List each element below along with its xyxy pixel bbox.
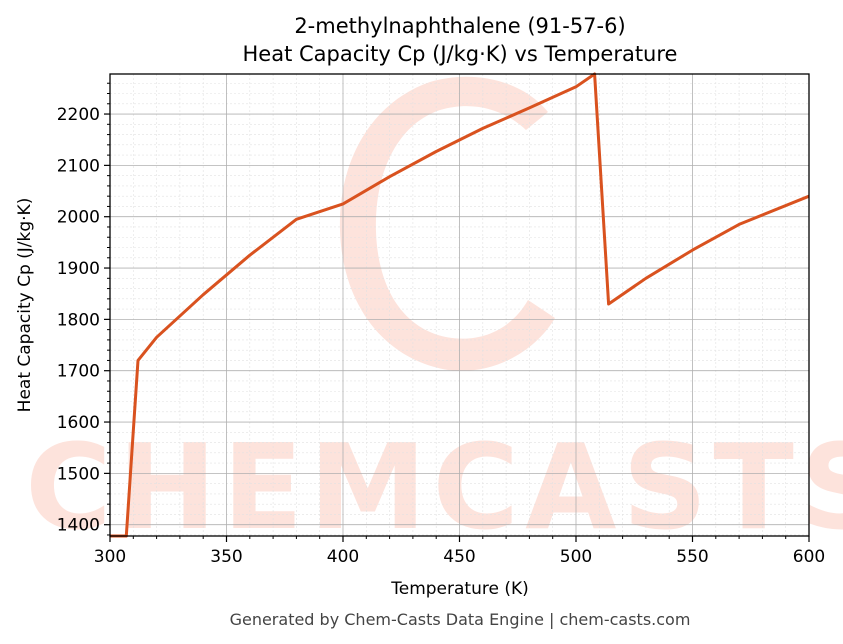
y-axis-label: Heat Capacity Cp (J/kg·K) <box>15 198 35 413</box>
y-tick-label: 1400 <box>57 516 100 536</box>
y-tick-label: 2200 <box>57 105 100 125</box>
y-tick-label: 1600 <box>57 413 100 433</box>
chart-title-line2: Heat Capacity Cp (J/kg·K) vs Temperature <box>243 42 678 66</box>
y-tick-label: 2100 <box>57 156 100 176</box>
watermark-text: CHEMCASTS <box>25 418 843 556</box>
y-tick-labels: 1400 1500 1600 1700 1800 1900 2000 2100 2200 <box>57 105 100 536</box>
x-axis-label: Temperature (K) <box>390 579 529 599</box>
y-tick-label: 2000 <box>57 208 100 228</box>
x-tick-label: 450 <box>443 547 475 567</box>
x-tick-label: 550 <box>676 547 708 567</box>
watermark: CHEMCASTS <box>25 76 843 556</box>
chart-title-line1: 2-methylnaphthalene (91-57-6) <box>294 14 625 38</box>
y-tick-label: 1900 <box>57 259 100 279</box>
x-tick-label: 350 <box>210 547 242 567</box>
footer-credit: Generated by Chem-Casts Data Engine | ch… <box>230 610 691 629</box>
axis-ticks <box>104 82 810 542</box>
series-line-0 <box>110 72 810 538</box>
x-tick-label: 600 <box>793 547 825 567</box>
series-layer <box>110 72 810 538</box>
x-tick-labels: 300 350 400 450 500 550 600 <box>94 547 825 567</box>
plot-area: CHEMCASTS <box>25 72 843 556</box>
x-tick-label: 300 <box>94 547 126 567</box>
y-tick-label: 1700 <box>57 362 100 382</box>
watermark-logo <box>339 76 555 371</box>
title: 2-methylnaphthalene (91-57-6) Heat Capac… <box>243 14 678 66</box>
x-tick-label: 500 <box>560 547 592 567</box>
y-tick-label: 1800 <box>57 310 100 330</box>
x-tick-label: 400 <box>327 547 359 567</box>
y-tick-label: 1500 <box>57 464 100 484</box>
